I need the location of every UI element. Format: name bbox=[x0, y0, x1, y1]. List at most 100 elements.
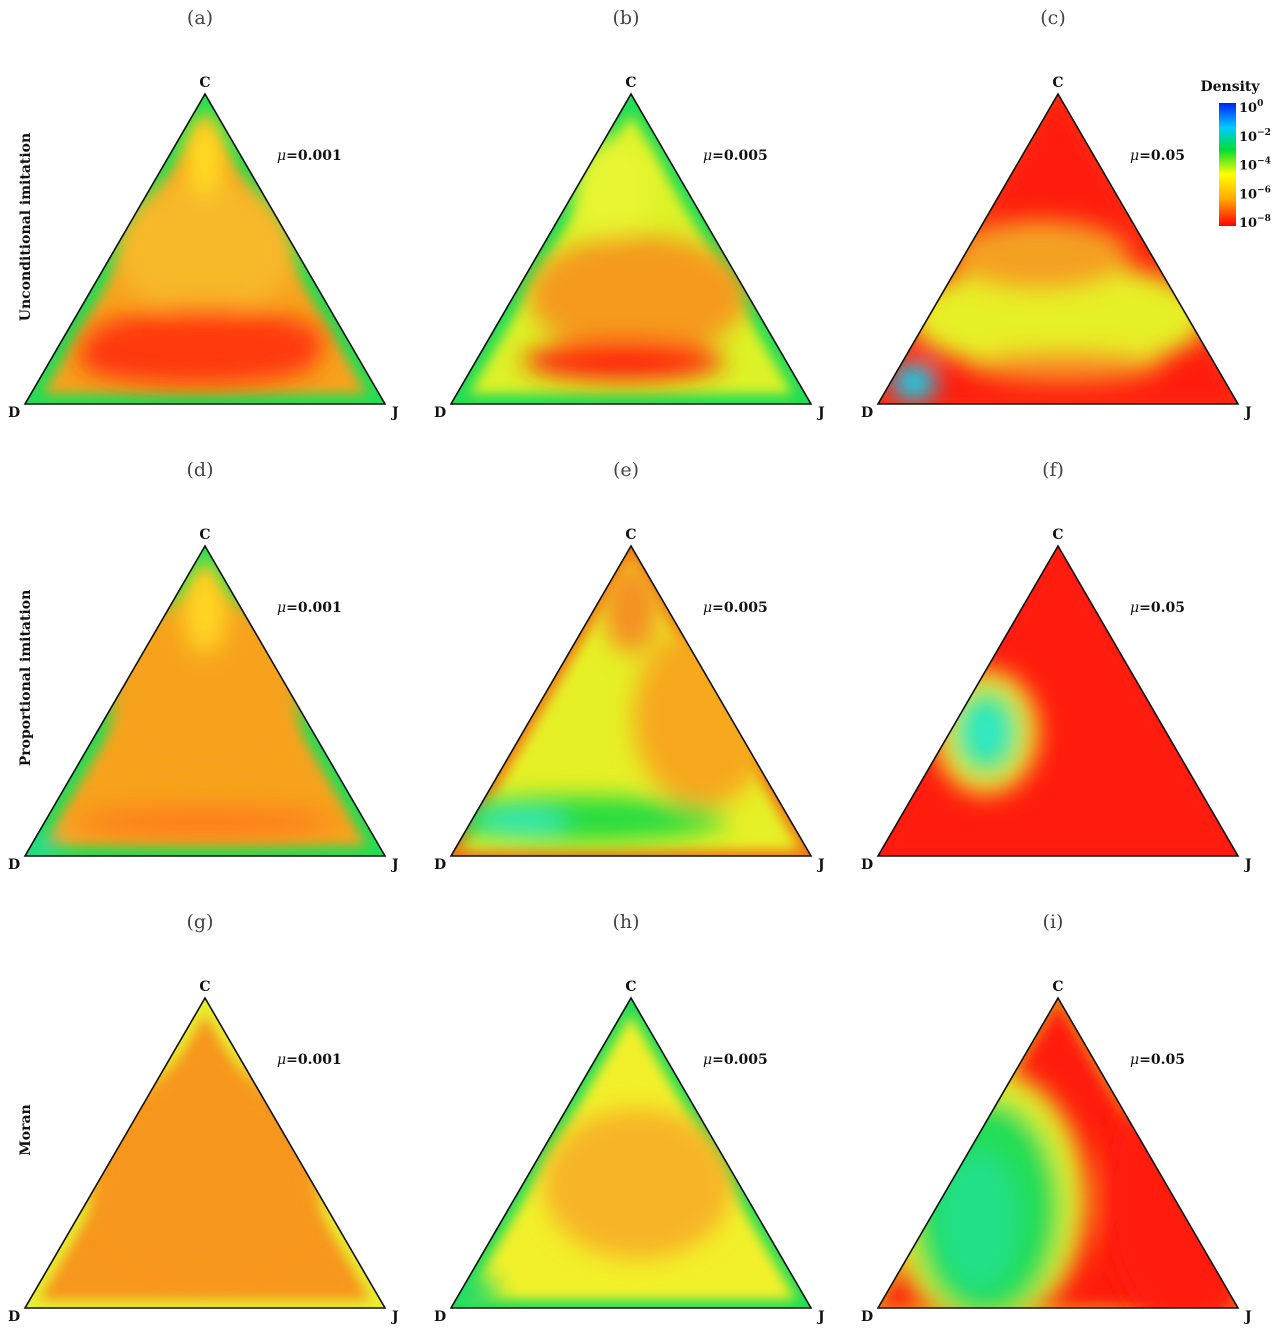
density-blob bbox=[892, 364, 936, 401]
density-blob bbox=[85, 308, 325, 376]
ternary-panel-5: (f) C D Jμ=0.05 bbox=[861, 459, 1252, 873]
density-field-7 bbox=[451, 998, 811, 1308]
density-blob bbox=[187, 116, 223, 196]
panel-label: (g) bbox=[187, 911, 214, 933]
vertex-label-right: J bbox=[1243, 1309, 1252, 1325]
mu-symbol: μ bbox=[277, 600, 286, 616]
mu-value: =0.005 bbox=[712, 1052, 768, 1068]
ternary-panel-1: (b) C D Jμ=0.005 bbox=[434, 7, 825, 421]
density-blob bbox=[105, 595, 305, 776]
vertex-label-top: C bbox=[625, 527, 636, 543]
density-blob bbox=[633, 626, 773, 807]
density-blob bbox=[523, 340, 724, 381]
mu-value: =0.05 bbox=[1139, 1052, 1185, 1068]
mu-annotation: μ=0.005 bbox=[703, 1052, 768, 1068]
density-field-8 bbox=[878, 998, 1238, 1308]
density-field-5 bbox=[878, 546, 1238, 856]
vertex-label-left: D bbox=[8, 405, 20, 421]
vertex-label-right: J bbox=[390, 405, 399, 421]
density-blob bbox=[85, 1068, 325, 1269]
mu-value: =0.005 bbox=[712, 148, 768, 164]
mu-annotation: μ=0.005 bbox=[703, 148, 768, 164]
simplex-outline bbox=[876, 996, 1240, 1309]
vertex-label-left: D bbox=[434, 1309, 446, 1325]
ternary-panel-4: (e) C D Jμ=0.005 bbox=[434, 459, 825, 873]
panel-label: (c) bbox=[1040, 7, 1065, 29]
ternary-panel-6: (g) C D Jμ=0.001 bbox=[8, 911, 399, 1325]
vertex-label-top: C bbox=[1052, 979, 1063, 995]
colorbar-title: Density bbox=[1200, 79, 1260, 95]
colorbar-tick-2: 10−4 bbox=[1239, 157, 1271, 174]
density-blob bbox=[478, 809, 568, 834]
simplex-outline bbox=[23, 92, 387, 405]
mu-symbol: μ bbox=[703, 148, 712, 164]
mu-symbol: μ bbox=[703, 600, 712, 616]
vertex-label-left: D bbox=[861, 857, 873, 873]
mu-symbol: μ bbox=[1130, 600, 1139, 616]
density-blob bbox=[970, 350, 1161, 383]
mu-annotation: μ=0.001 bbox=[277, 1052, 342, 1068]
row-label-2: Moran bbox=[18, 1104, 34, 1155]
density-blob bbox=[950, 220, 1130, 291]
density-blob bbox=[603, 563, 659, 653]
density-field-6 bbox=[25, 998, 385, 1308]
mu-value: =0.001 bbox=[286, 1052, 342, 1068]
ternary-panel-2: (c) C D Jμ=0.05 bbox=[861, 7, 1252, 421]
mu-symbol: μ bbox=[1130, 1052, 1139, 1068]
mu-value: =0.05 bbox=[1139, 600, 1185, 616]
density-blob bbox=[185, 563, 225, 653]
vertex-label-top: C bbox=[199, 75, 210, 91]
vertex-label-left: D bbox=[861, 1309, 873, 1325]
vertex-label-right: J bbox=[816, 1309, 825, 1325]
mu-annotation: μ=0.005 bbox=[703, 600, 768, 616]
panel-label: (a) bbox=[187, 7, 213, 29]
vertex-label-right: J bbox=[390, 857, 399, 873]
mu-value: =0.005 bbox=[712, 600, 768, 616]
vertex-label-right: J bbox=[390, 1309, 399, 1325]
colorbar-tick-0: 100 bbox=[1239, 99, 1263, 116]
colorbar-tick-4: 10−8 bbox=[1239, 214, 1271, 231]
vertex-label-left: D bbox=[434, 857, 446, 873]
vertex-label-right: J bbox=[1243, 405, 1252, 421]
mu-symbol: μ bbox=[277, 1052, 286, 1068]
mu-symbol: μ bbox=[1130, 148, 1139, 164]
density-blob bbox=[964, 704, 1008, 760]
ternary-panel-8: (i) C D Jμ=0.05 bbox=[861, 911, 1252, 1325]
row-label-0: Unconditional imitation bbox=[18, 133, 34, 321]
vertex-label-left: D bbox=[861, 405, 873, 421]
colorbar-legend: Density 100 10−2 10−4 10−6 10−8 bbox=[1200, 79, 1270, 231]
panel-label: (f) bbox=[1042, 459, 1064, 481]
density-blob bbox=[543, 1109, 734, 1259]
density-blob bbox=[528, 235, 749, 356]
density-field-0 bbox=[25, 94, 385, 404]
mu-annotation: μ=0.05 bbox=[1130, 1052, 1185, 1068]
ternary-panel-7: (h) C D Jμ=0.005 bbox=[434, 911, 825, 1325]
density-blob bbox=[938, 1151, 1019, 1292]
simplex-outline bbox=[449, 544, 813, 857]
density-field-2 bbox=[878, 94, 1238, 404]
simplex-outline bbox=[876, 544, 1240, 857]
vertex-label-top: C bbox=[199, 979, 210, 995]
vertex-label-top: C bbox=[625, 75, 636, 91]
density-blob bbox=[75, 807, 335, 836]
mu-symbol: μ bbox=[277, 148, 286, 164]
vertex-label-top: C bbox=[1052, 75, 1063, 91]
mu-value: =0.001 bbox=[286, 148, 342, 164]
mu-value: =0.05 bbox=[1139, 148, 1185, 164]
mu-annotation: μ=0.05 bbox=[1130, 148, 1185, 164]
mu-annotation: μ=0.001 bbox=[277, 148, 342, 164]
panel-label: (h) bbox=[612, 911, 639, 933]
panel-label: (b) bbox=[613, 7, 640, 29]
mu-annotation: μ=0.05 bbox=[1130, 600, 1185, 616]
vertex-label-left: D bbox=[434, 405, 446, 421]
simplex-outline bbox=[876, 92, 1240, 405]
panel-label: (i) bbox=[1043, 911, 1064, 933]
vertex-label-right: J bbox=[816, 405, 825, 421]
vertex-label-left: D bbox=[8, 857, 20, 873]
simplex-outline bbox=[449, 996, 813, 1309]
panel-label: (e) bbox=[613, 459, 639, 481]
density-blob bbox=[1104, 1069, 1238, 1308]
colorbar-tick-1: 10−2 bbox=[1239, 128, 1271, 145]
ternary-panel-0: (a) C D Jμ=0.001 bbox=[8, 7, 399, 421]
density-blob bbox=[451, 1274, 499, 1308]
